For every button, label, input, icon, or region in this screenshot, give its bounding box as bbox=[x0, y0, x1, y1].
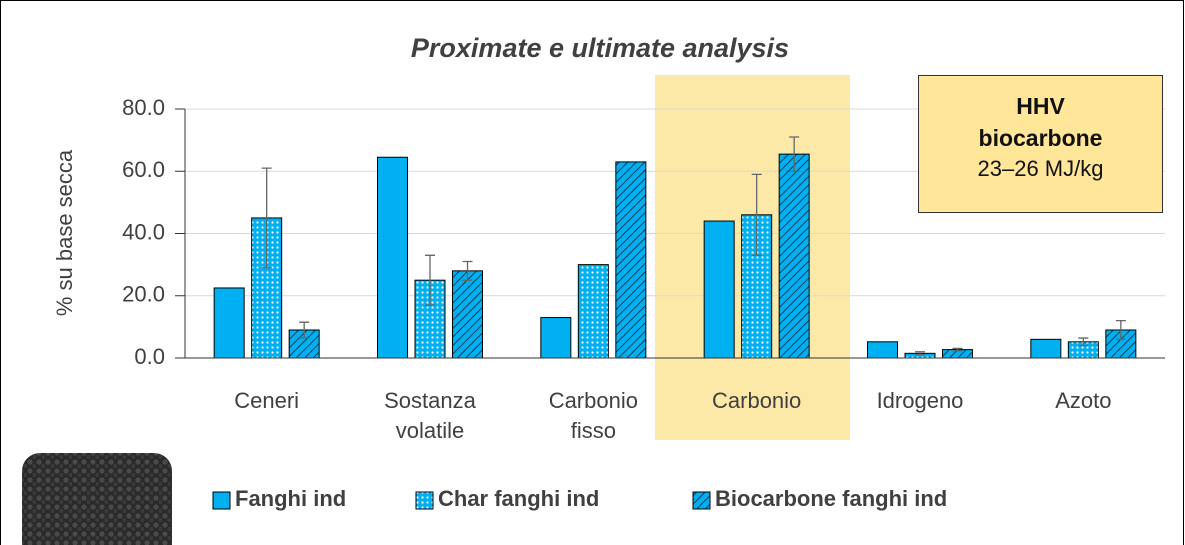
y-axis-label: % su base secca bbox=[52, 149, 77, 316]
annotation-text: 23–26 MJ/kg bbox=[977, 156, 1104, 181]
error-bar bbox=[789, 136, 800, 172]
legend-swatch bbox=[212, 491, 231, 510]
bar bbox=[540, 317, 572, 359]
error-bar bbox=[915, 351, 925, 356]
y-tick-label: 0.0 bbox=[134, 344, 165, 369]
error-bar bbox=[952, 347, 963, 352]
bar bbox=[1030, 338, 1062, 359]
y-tick-label: 40.0 bbox=[122, 219, 165, 244]
y-tick-label: 20.0 bbox=[122, 282, 165, 307]
x-tick-label: Carbonio fisso bbox=[548, 388, 638, 443]
bar bbox=[577, 264, 609, 359]
bar bbox=[615, 161, 647, 359]
y-tick-label: 60.0 bbox=[122, 157, 165, 182]
photo bbox=[22, 453, 172, 545]
x-tick-label: Ceneri bbox=[234, 388, 300, 413]
bar bbox=[452, 270, 483, 359]
error-bar bbox=[299, 321, 310, 339]
bar bbox=[867, 341, 898, 359]
legend-label: Fanghi ind bbox=[235, 486, 347, 511]
error-bar bbox=[425, 254, 435, 306]
legend-label: Biocarbone fanghi ind bbox=[715, 486, 948, 511]
annotation: HHV biocarbone 23–26 MJ/kg bbox=[918, 75, 1163, 213]
error-bar bbox=[1115, 320, 1126, 340]
chart-title: Proximate e ultimate analysis bbox=[411, 33, 789, 63]
x-tick-label: Idrogeno bbox=[876, 388, 964, 413]
legend-swatch bbox=[415, 491, 434, 510]
error-bar bbox=[462, 260, 473, 281]
legend-label: Char fanghi ind bbox=[438, 486, 600, 511]
annotation-title: HHV biocarbone bbox=[978, 93, 1103, 151]
bar bbox=[213, 287, 245, 359]
bar bbox=[778, 153, 810, 359]
legend-swatch bbox=[692, 491, 711, 510]
error-bar bbox=[1078, 337, 1089, 347]
x-tick-label: Azoto bbox=[1055, 388, 1112, 413]
error-bar bbox=[261, 167, 272, 269]
bar bbox=[703, 220, 735, 359]
y-tick-label: 80.0 bbox=[122, 95, 165, 120]
bar bbox=[377, 156, 408, 359]
x-tick-label: Carbonio bbox=[712, 388, 802, 413]
error-bar bbox=[751, 173, 762, 256]
x-tick-label: Sostanza volatile bbox=[384, 388, 476, 443]
